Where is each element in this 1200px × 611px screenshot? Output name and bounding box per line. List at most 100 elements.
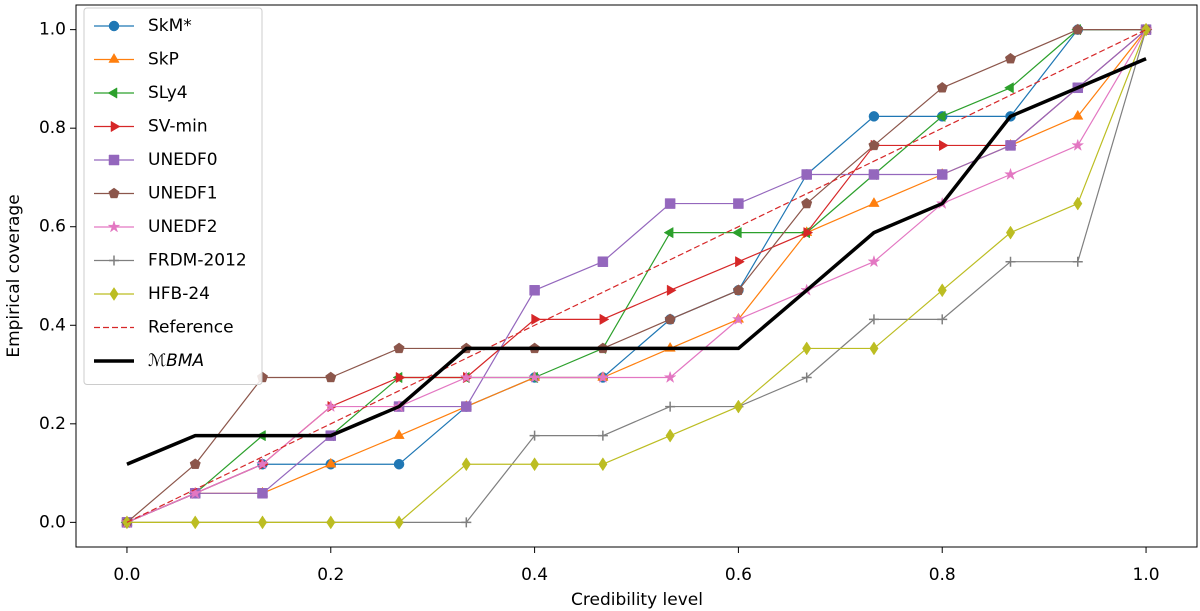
data-point xyxy=(936,81,948,93)
series-line xyxy=(126,29,1147,523)
data-point xyxy=(599,313,610,325)
legend-label: ℳBMA xyxy=(148,351,204,371)
data-point xyxy=(1072,256,1083,267)
data-point xyxy=(868,169,880,180)
series-line xyxy=(126,29,1147,523)
data-point xyxy=(1004,167,1017,181)
data-point xyxy=(665,428,675,443)
data-point xyxy=(257,515,268,530)
legend-marker xyxy=(108,187,120,199)
x-tick-label: 0.4 xyxy=(521,565,548,585)
data-point xyxy=(936,169,948,180)
data-point xyxy=(1071,138,1085,151)
data-point xyxy=(869,341,879,356)
data-point xyxy=(664,313,676,325)
data-point xyxy=(257,488,268,499)
data-point xyxy=(663,227,674,239)
legend-marker xyxy=(109,287,119,301)
data-point xyxy=(188,486,202,499)
y-tick-label: 0.8 xyxy=(39,118,66,138)
data-point xyxy=(597,256,609,267)
data-point xyxy=(325,457,337,468)
data-point xyxy=(1073,196,1083,211)
data-point xyxy=(596,370,610,384)
legend-marker xyxy=(109,255,119,266)
x-tick-label: 0.2 xyxy=(317,565,344,585)
legend-marker xyxy=(108,53,120,63)
data-point xyxy=(393,429,405,439)
data-point xyxy=(393,459,405,470)
data-point xyxy=(867,254,881,268)
data-point xyxy=(598,457,608,472)
legend-box xyxy=(83,7,263,385)
data-point xyxy=(1004,82,1014,94)
data-point xyxy=(868,139,880,151)
data-point xyxy=(732,284,744,295)
data-point xyxy=(733,198,744,209)
series-line xyxy=(126,29,1147,523)
data-point xyxy=(256,457,269,470)
data-point xyxy=(937,314,948,325)
data-point xyxy=(935,110,946,122)
x-axis-label: Credibility level xyxy=(571,590,703,610)
data-point xyxy=(325,371,337,383)
y-tick-label: 0.2 xyxy=(39,414,66,434)
legend-label: UNEDF0 xyxy=(148,150,218,170)
data-point xyxy=(868,111,880,122)
data-point xyxy=(1004,52,1017,64)
series-line xyxy=(126,57,1147,466)
legend: SkM* SkP SLy4 SV-min UNEDF0 UNEDF1 UNEDF2 FRDM-… xyxy=(83,7,263,385)
data-point xyxy=(731,227,742,239)
data-point xyxy=(326,515,336,530)
x-tick-label: 0.0 xyxy=(113,565,140,585)
data-point xyxy=(528,370,542,384)
data-point xyxy=(189,458,201,469)
data-point xyxy=(531,313,542,325)
data-point xyxy=(664,198,676,209)
data-point xyxy=(801,372,812,383)
data-point xyxy=(529,285,540,296)
data-point xyxy=(868,314,879,325)
data-point xyxy=(190,515,200,530)
legend-marker xyxy=(110,120,121,133)
legend-label: UNEDF2 xyxy=(148,217,218,237)
data-point xyxy=(461,457,471,472)
legend-label: SkP xyxy=(148,50,179,70)
legend-marker xyxy=(108,154,120,166)
data-point xyxy=(665,401,676,412)
x-tick-label: 0.8 xyxy=(929,565,956,585)
data-point xyxy=(802,341,812,356)
data-point xyxy=(530,457,540,472)
legend-label: SLy4 xyxy=(148,83,188,103)
data-point xyxy=(1005,140,1016,151)
legend-label: Reference xyxy=(148,318,234,338)
data-point xyxy=(1072,23,1084,35)
data-point xyxy=(735,256,745,268)
y-tick-label: 0.0 xyxy=(39,512,66,532)
y-tick-label: 0.4 xyxy=(39,315,66,335)
data-point xyxy=(1005,256,1016,267)
data-point xyxy=(324,399,338,413)
x-tick-label: 1.0 xyxy=(1133,565,1160,585)
data-point xyxy=(459,370,473,384)
data-point xyxy=(801,197,813,209)
y-tick-label: 0.6 xyxy=(39,217,66,237)
data-point xyxy=(395,371,406,384)
legend-label: SV-min xyxy=(148,117,208,137)
data-point xyxy=(393,342,405,354)
data-point xyxy=(1005,225,1016,240)
data-point xyxy=(663,370,677,384)
x-tick-label: 0.6 xyxy=(725,565,752,585)
data-point xyxy=(937,283,947,298)
plot-frame xyxy=(75,4,1198,548)
data-point xyxy=(868,197,880,207)
legend-label: UNEDF1 xyxy=(148,184,218,204)
y-tick-label: 1.0 xyxy=(39,20,66,40)
data-point xyxy=(803,227,814,239)
data-point xyxy=(529,430,540,441)
y-axis-label: Empirical coverage xyxy=(4,194,24,357)
legend-marker xyxy=(107,220,121,233)
data-point xyxy=(1072,109,1084,120)
data-point xyxy=(461,517,472,528)
